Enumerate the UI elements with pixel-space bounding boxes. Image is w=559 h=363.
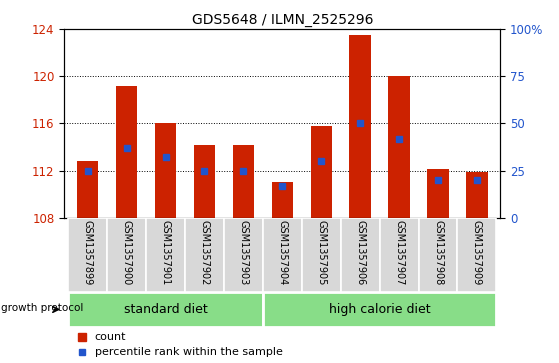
Text: count: count xyxy=(94,332,126,342)
Text: GSM1357904: GSM1357904 xyxy=(277,220,287,285)
Text: GSM1357908: GSM1357908 xyxy=(433,220,443,285)
Bar xyxy=(272,182,293,218)
Text: GSM1357902: GSM1357902 xyxy=(200,220,210,285)
Bar xyxy=(349,35,371,218)
Bar xyxy=(263,292,496,327)
Text: GSM1357901: GSM1357901 xyxy=(160,220,170,285)
Bar xyxy=(107,218,146,292)
Text: GSM1357903: GSM1357903 xyxy=(238,220,248,285)
Bar xyxy=(233,144,254,218)
Bar xyxy=(146,218,185,292)
Title: GDS5648 / ILMN_2525296: GDS5648 / ILMN_2525296 xyxy=(192,13,373,26)
Text: high calorie diet: high calorie diet xyxy=(329,303,430,316)
Bar xyxy=(68,292,263,327)
Text: GSM1357899: GSM1357899 xyxy=(83,220,93,285)
Bar xyxy=(224,218,263,292)
Bar xyxy=(116,86,138,218)
Bar xyxy=(380,218,419,292)
Bar xyxy=(457,218,496,292)
Bar xyxy=(419,218,457,292)
Text: percentile rank within the sample: percentile rank within the sample xyxy=(94,347,282,358)
Bar xyxy=(77,161,98,218)
Text: GSM1357900: GSM1357900 xyxy=(121,220,131,285)
Bar xyxy=(302,218,340,292)
Text: GSM1357906: GSM1357906 xyxy=(355,220,365,285)
Text: GSM1357905: GSM1357905 xyxy=(316,220,326,285)
Bar xyxy=(194,144,215,218)
Text: growth protocol: growth protocol xyxy=(1,303,84,313)
Text: GSM1357909: GSM1357909 xyxy=(472,220,482,285)
Text: standard diet: standard diet xyxy=(124,303,207,316)
Text: GSM1357907: GSM1357907 xyxy=(394,220,404,285)
Bar xyxy=(310,126,332,218)
Bar xyxy=(389,76,410,218)
Bar xyxy=(340,218,380,292)
Bar xyxy=(263,218,302,292)
Bar xyxy=(68,218,107,292)
Bar xyxy=(155,123,176,218)
Bar xyxy=(427,170,449,218)
Bar xyxy=(185,218,224,292)
Bar xyxy=(466,172,487,218)
